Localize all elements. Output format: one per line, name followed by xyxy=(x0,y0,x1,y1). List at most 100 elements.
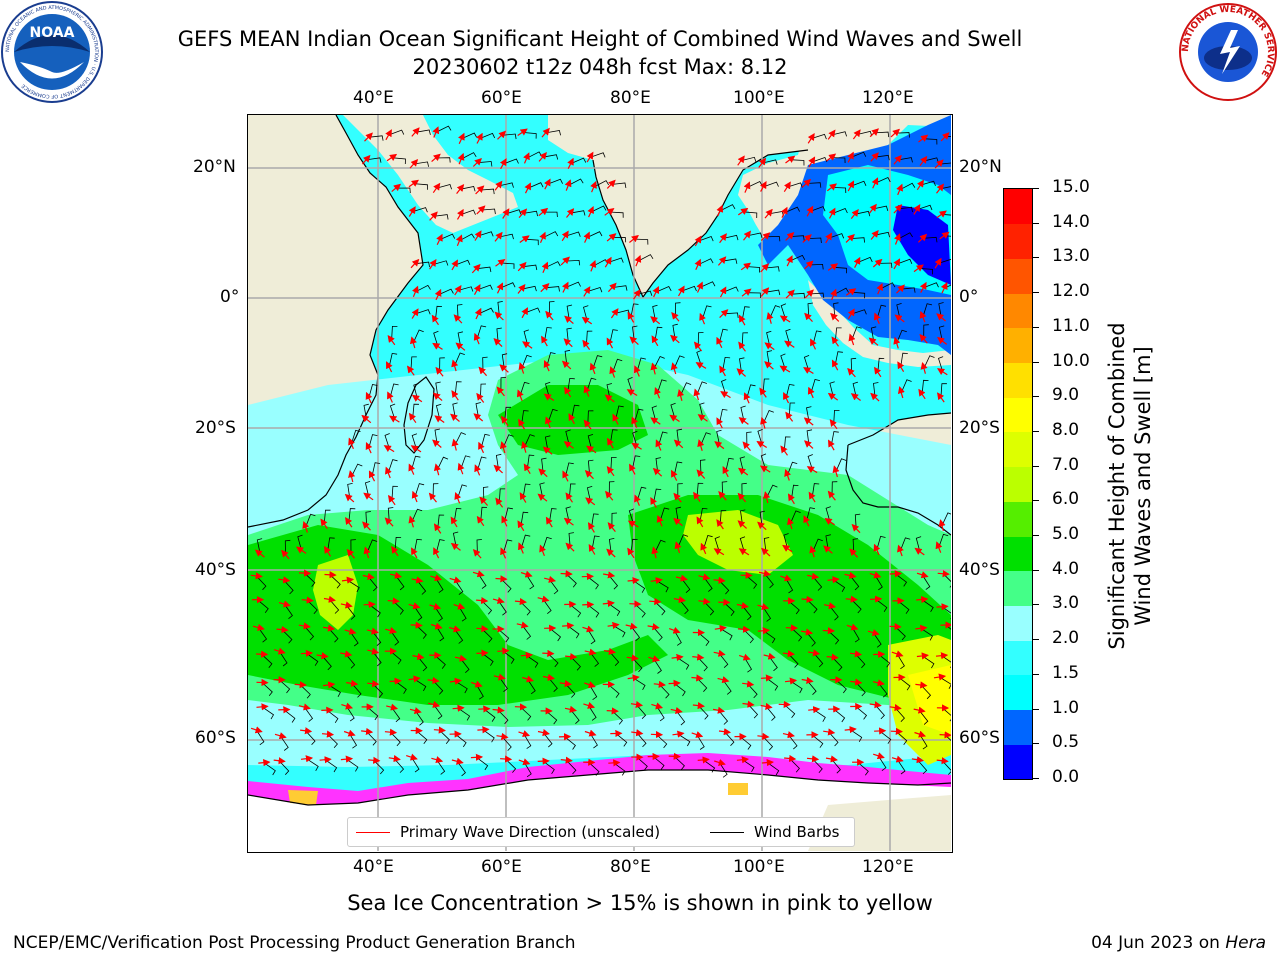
wind-barb xyxy=(393,758,405,773)
wave-direction-arrow xyxy=(647,623,660,631)
wave-direction-arrow xyxy=(823,602,837,610)
wave-direction-arrow xyxy=(849,548,859,558)
wave-direction-arrow xyxy=(698,597,711,605)
wind-barb xyxy=(780,303,787,320)
wave-direction-arrow xyxy=(522,675,534,683)
wave-direction-arrow xyxy=(543,178,551,190)
wave-direction-arrow xyxy=(757,603,770,611)
wind-barb xyxy=(454,628,464,644)
wave-direction-arrow xyxy=(472,549,482,559)
wave-direction-arrow xyxy=(736,368,747,377)
wave-direction-arrow xyxy=(387,494,396,506)
wave-direction-arrow xyxy=(629,463,636,475)
wind-barb xyxy=(825,506,831,522)
wind-barb xyxy=(611,182,627,188)
wind-barb xyxy=(850,180,867,187)
wind-barb xyxy=(590,205,607,213)
wind-barb xyxy=(523,733,532,749)
wind-barb xyxy=(435,577,444,593)
wind-barb xyxy=(719,204,736,212)
wave-direction-arrow xyxy=(473,413,484,422)
wave-direction-arrow xyxy=(428,700,441,708)
wave-direction-arrow xyxy=(540,283,550,293)
wind-barb xyxy=(435,125,452,133)
wave-direction-arrow xyxy=(456,208,464,220)
wave-direction-arrow xyxy=(476,132,483,144)
wave-direction-arrow xyxy=(868,203,877,214)
wave-direction-arrow xyxy=(433,726,446,734)
wave-direction-arrow xyxy=(671,469,678,481)
wave-direction-arrow xyxy=(543,360,551,372)
wave-direction-arrow xyxy=(650,362,658,375)
colorbar-segment xyxy=(1004,223,1032,259)
wave-direction-arrow xyxy=(693,388,701,401)
wind-barb xyxy=(570,157,587,165)
wind-barb xyxy=(565,281,581,288)
wave-direction-arrow xyxy=(451,390,459,401)
lat-label-right-40s: 40°S xyxy=(959,560,1000,580)
wind-barb xyxy=(679,599,689,615)
wave-direction-arrow xyxy=(741,288,752,297)
wave-direction-arrow xyxy=(874,727,887,735)
wind-barb xyxy=(452,531,459,548)
wave-direction-arrow xyxy=(823,728,836,736)
wave-direction-arrow xyxy=(582,625,595,633)
wind-barb xyxy=(803,355,810,371)
wind-barb xyxy=(740,509,746,525)
wind-barb xyxy=(741,605,752,621)
wind-barb xyxy=(593,180,610,188)
wave-direction-arrow xyxy=(587,206,594,218)
wave-direction-arrow xyxy=(589,259,597,272)
wave-direction-arrow xyxy=(808,156,816,168)
wave-direction-arrow xyxy=(454,285,462,296)
wave-direction-arrow xyxy=(826,153,837,162)
wind-barb xyxy=(304,706,314,722)
wind-barb xyxy=(762,159,778,165)
wave-direction-arrow xyxy=(435,366,444,377)
colorbar-tick-mark xyxy=(1033,396,1039,398)
wave-direction-arrow xyxy=(808,649,821,657)
wind-barb xyxy=(697,258,714,266)
wind-barb xyxy=(806,406,812,422)
wave-direction-arrow xyxy=(757,732,770,740)
colorbar-tick-label: 0.0 xyxy=(1052,767,1080,787)
wave-direction-arrow xyxy=(807,132,815,144)
lon-label-top-60e: 60°E xyxy=(481,88,522,108)
colorbar-label-line2: Wind Waves and Swell [m] xyxy=(1131,346,1155,626)
wave-direction-arrow xyxy=(457,152,465,165)
wind-barb xyxy=(256,729,265,746)
wave-direction-arrow xyxy=(629,234,639,243)
wind-barb xyxy=(435,403,442,420)
wave-direction-arrow xyxy=(802,234,812,243)
wave-direction-arrow xyxy=(523,152,530,164)
wind-barb xyxy=(570,709,580,724)
wave-direction-arrow xyxy=(764,342,775,351)
wave-direction-arrow xyxy=(560,256,570,266)
wave-direction-arrow xyxy=(542,673,555,681)
wind-barb xyxy=(806,680,817,695)
wave-direction-arrow xyxy=(410,621,423,629)
wave-direction-arrow xyxy=(589,362,597,375)
wave-direction-arrow xyxy=(346,679,359,687)
wind-barb xyxy=(456,761,466,777)
wave-direction-arrow xyxy=(633,365,641,377)
wave-direction-arrow xyxy=(890,128,900,138)
colorbar-tick-label: 5.0 xyxy=(1052,524,1080,545)
wind-barb xyxy=(829,381,835,397)
wave-direction-arrow xyxy=(738,548,750,556)
colorbar-tick-mark xyxy=(1033,222,1039,224)
wave-direction-arrow xyxy=(828,207,836,219)
wave-direction-arrow xyxy=(889,570,902,578)
colorbar-tick-mark xyxy=(1033,535,1039,537)
wave-direction-arrow xyxy=(538,207,549,217)
wave-direction-arrow xyxy=(913,203,921,215)
nws-logo: NATIONAL WEATHER SERVICE xyxy=(1179,3,1277,101)
wave-direction-arrow xyxy=(847,308,855,320)
wave-direction-arrow xyxy=(625,622,638,630)
lon-label-top-40e: 40°E xyxy=(353,88,394,108)
wind-barb xyxy=(896,759,906,775)
wave-direction-arrow xyxy=(389,677,402,685)
wave-direction-arrow xyxy=(250,572,263,580)
wave-direction-arrow xyxy=(673,492,682,503)
wave-direction-arrow xyxy=(758,157,767,168)
